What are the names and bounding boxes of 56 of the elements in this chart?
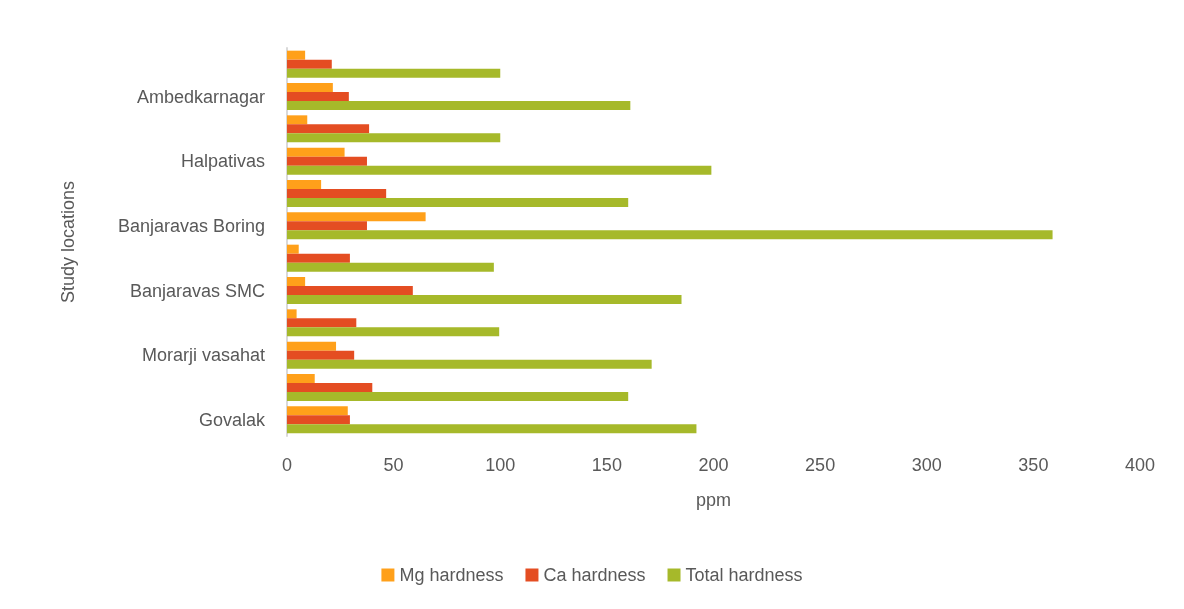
bar (287, 230, 1053, 240)
bar (287, 374, 315, 383)
bar (287, 165, 712, 175)
bar (287, 156, 367, 166)
legend-label: Ca hardness (543, 565, 646, 585)
legend-label: Mg hardness (399, 565, 504, 585)
bar (287, 359, 652, 369)
bar (287, 424, 697, 434)
bar (287, 147, 345, 157)
x-tick-label: 400 (1124, 455, 1156, 475)
bar (287, 383, 373, 392)
bar (287, 309, 297, 319)
x-tick-label: 200 (698, 455, 729, 475)
bar (287, 327, 500, 337)
x-tick-label: 250 (805, 455, 836, 475)
y-tick-label: Ambedkarnagar (136, 86, 265, 107)
x-tick-label: 100 (485, 455, 516, 475)
bar (287, 318, 357, 328)
legend-label: Total hardness (685, 565, 803, 585)
bar (287, 124, 370, 134)
bar (287, 83, 333, 92)
y-tick-label: Govalak (198, 409, 266, 430)
y-tick-label: Banjaravas Boring (117, 215, 265, 236)
bar (287, 68, 501, 78)
bar (287, 277, 306, 286)
bar (287, 133, 501, 143)
y-tick-label: Banjaravas SMC (129, 280, 265, 301)
bar (287, 341, 337, 351)
bar (287, 295, 682, 304)
bar (287, 59, 332, 69)
x-tick-label: 0 (281, 455, 293, 475)
bar (287, 253, 350, 263)
y-tick-label: Halpativas (180, 151, 265, 172)
bar (287, 180, 322, 189)
bar (287, 92, 349, 101)
x-tick-label: 150 (591, 455, 622, 475)
bar (287, 198, 629, 207)
bar (287, 406, 348, 416)
bar (287, 212, 426, 222)
bar (287, 101, 631, 110)
bar (287, 262, 494, 272)
bar (287, 350, 355, 360)
y-tick-label: Morarji vasahat (141, 345, 265, 366)
bar (287, 244, 299, 254)
y-axis-title: Study locations (58, 180, 78, 304)
bar (287, 286, 413, 295)
x-tick-label: 350 (1018, 455, 1049, 475)
x-tick-label: 50 (383, 455, 404, 475)
x-tick-label: 300 (911, 455, 942, 475)
bar (287, 50, 306, 60)
bar (287, 415, 350, 425)
bar (287, 221, 367, 231)
x-axis-title: ppm (695, 490, 732, 510)
bar (287, 115, 308, 125)
bar (287, 392, 629, 401)
bar (287, 189, 387, 198)
